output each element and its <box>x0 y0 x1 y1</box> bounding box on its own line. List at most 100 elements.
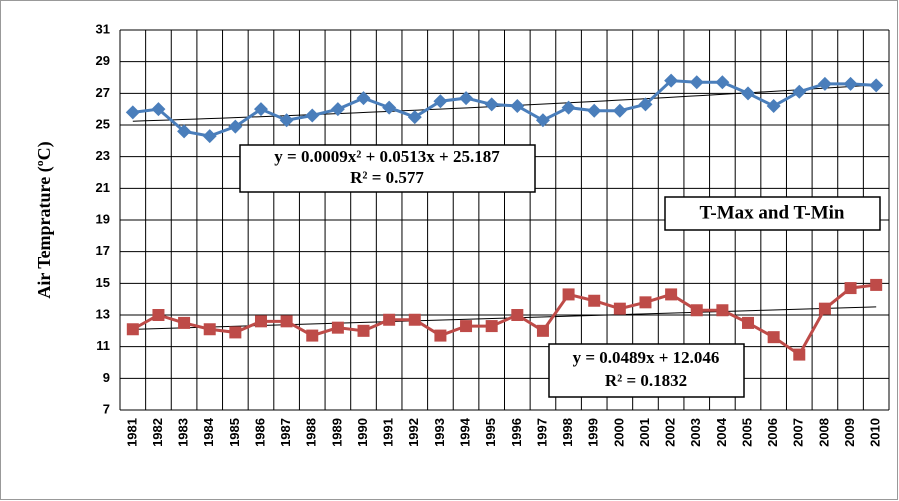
y-tick-label: 17 <box>96 243 110 258</box>
x-tick-label: 2002 <box>663 418 678 447</box>
marker <box>459 91 474 106</box>
y-tick-label: 7 <box>103 401 110 416</box>
marker <box>357 324 370 337</box>
marker <box>382 100 397 115</box>
x-tick-label: 1990 <box>355 418 370 447</box>
marker <box>690 304 703 317</box>
x-tick-label: 2006 <box>765 418 780 447</box>
marker <box>793 348 806 361</box>
marker <box>638 97 653 112</box>
trend-r2: R² = 0.577 <box>350 168 424 187</box>
marker <box>562 288 575 301</box>
marker <box>639 296 652 309</box>
marker <box>125 105 140 120</box>
marker <box>869 78 884 93</box>
annotation: T-Max and T-Min <box>699 202 844 223</box>
x-tick-label: 1999 <box>586 418 601 447</box>
x-tick-label: 2010 <box>868 418 883 447</box>
x-tick-label: 1984 <box>201 417 216 447</box>
marker <box>433 94 448 109</box>
x-tick-label: 2005 <box>739 418 754 447</box>
x-tick-label: 1997 <box>534 418 549 447</box>
marker <box>587 103 602 118</box>
marker <box>535 113 550 128</box>
x-tick-label: 1998 <box>560 418 575 447</box>
marker <box>561 100 576 115</box>
marker <box>766 99 781 113</box>
x-tick-label: 2007 <box>791 418 806 447</box>
x-tick-label: 2008 <box>816 418 831 447</box>
marker <box>203 323 216 336</box>
marker <box>305 108 320 123</box>
y-tick-label: 31 <box>96 21 110 36</box>
marker <box>485 320 498 333</box>
marker <box>356 91 371 106</box>
marker <box>228 119 243 134</box>
marker <box>484 97 499 112</box>
y-tick-label: 21 <box>96 180 110 195</box>
x-tick-label: 1985 <box>227 418 242 447</box>
y-tick-label: 25 <box>96 116 110 131</box>
marker <box>151 102 166 117</box>
x-tick-label: 2004 <box>714 417 729 447</box>
y-tick-label: 23 <box>96 148 110 163</box>
x-tick-label: 1983 <box>176 418 191 447</box>
marker <box>612 103 627 118</box>
marker <box>689 75 704 90</box>
y-tick-label: 29 <box>96 53 110 68</box>
marker <box>716 304 729 317</box>
x-tick-label: 1991 <box>381 418 396 447</box>
x-tick-label: 2001 <box>637 418 652 447</box>
y-axis-title: Air Temprature (ºC) <box>34 141 55 298</box>
y-tick-label: 27 <box>96 85 110 100</box>
marker <box>715 75 730 90</box>
marker <box>330 102 345 117</box>
marker <box>510 99 525 113</box>
marker <box>460 320 473 333</box>
x-tick-label: 1986 <box>252 418 267 447</box>
marker <box>536 324 549 337</box>
x-tick-label: 2009 <box>842 418 857 447</box>
marker <box>229 326 242 339</box>
marker <box>870 278 883 291</box>
marker <box>331 321 344 334</box>
marker <box>818 302 831 315</box>
x-tick-label: 1993 <box>432 418 447 447</box>
marker <box>817 76 832 91</box>
marker <box>434 329 447 342</box>
trend-equation: y = 0.0489x + 12.046 <box>573 348 720 367</box>
y-tick-label: 9 <box>103 370 110 385</box>
equation-box <box>239 144 536 193</box>
marker <box>178 316 191 329</box>
marker <box>152 309 165 321</box>
marker <box>511 309 524 321</box>
marker <box>741 86 756 101</box>
marker <box>253 102 268 117</box>
x-tick-label: 2000 <box>611 418 626 447</box>
trend-r2: R² = 0.1832 <box>605 371 687 390</box>
x-tick-label: 2003 <box>688 418 703 447</box>
marker <box>126 323 139 336</box>
marker <box>407 110 422 125</box>
x-tick-label: 1982 <box>150 418 165 447</box>
marker <box>767 331 780 344</box>
x-tick-label: 1989 <box>329 418 344 447</box>
marker <box>844 282 857 295</box>
marker <box>254 315 267 328</box>
y-tick-label: 11 <box>96 338 110 353</box>
x-tick-label: 1987 <box>278 418 293 447</box>
marker <box>177 124 192 139</box>
x-tick-label: 1994 <box>457 417 472 447</box>
marker <box>843 76 858 91</box>
y-tick-label: 13 <box>96 306 110 321</box>
marker <box>408 313 421 326</box>
marker <box>280 315 293 328</box>
marker <box>665 288 678 301</box>
marker <box>742 316 755 329</box>
marker <box>202 129 217 144</box>
marker <box>279 113 294 128</box>
trend-equation: y = 0.0009x² + 0.0513x + 25.187 <box>274 147 500 166</box>
